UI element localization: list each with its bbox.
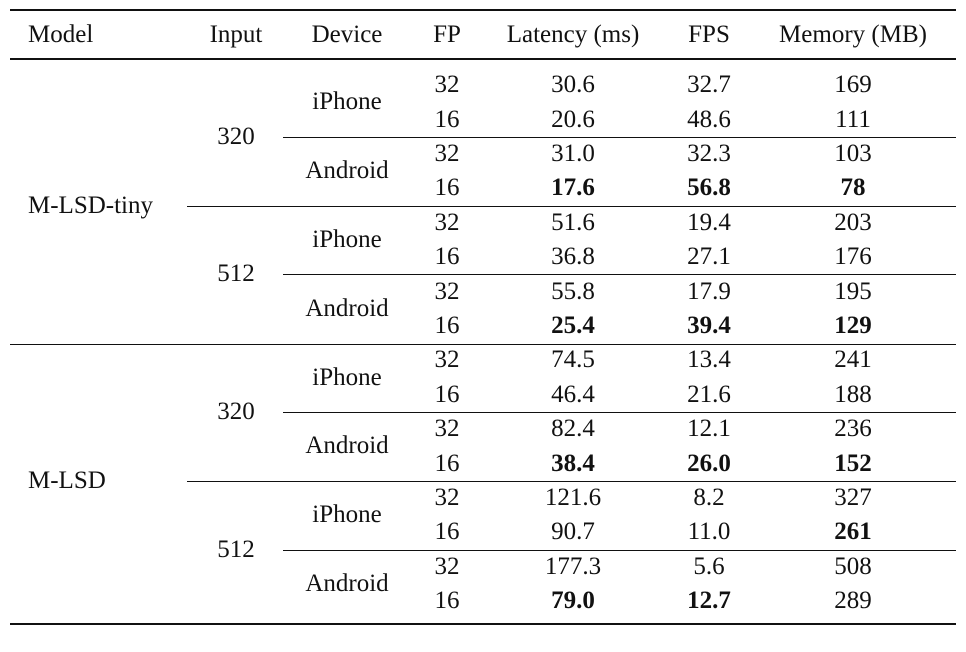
input-cell: 512 [217,535,255,563]
memory-cell: 188 [834,380,872,408]
memory-cell: 241 [834,346,872,374]
column-header-fp: FP [433,21,461,48]
table-top-rule [10,9,956,11]
fps-cell: 5.6 [693,552,725,580]
column-header-fps: FPS [688,21,730,48]
fp-cell: 32 [434,208,460,236]
fps-cell: 32.3 [687,140,731,167]
header-rule [10,58,956,60]
fp-cell: 16 [434,312,460,339]
fps-cell: 21.6 [687,380,731,408]
memory-cell: 152 [834,449,872,477]
input-cell: 512 [217,260,255,288]
memory-cell: 261 [834,518,872,546]
input-separator-rule [187,205,956,207]
device-cell: Android [305,157,389,185]
device-cell: Android [305,432,389,460]
fps-cell: 26.0 [687,449,731,477]
fps-cell: 56.8 [687,174,731,202]
latency-cell: 31.0 [551,140,595,167]
fps-cell: 19.4 [687,208,731,236]
latency-cell: 20.6 [551,105,595,133]
device-cell: Android [305,294,389,322]
latency-cell: 51.6 [551,208,595,236]
column-header-model: Model [28,21,94,48]
memory-cell: 236 [834,415,872,443]
model-cell: M-LSD-tiny [28,191,153,219]
device-separator-rule [283,412,956,413]
device-cell: Android [305,570,389,597]
fp-cell: 16 [434,243,460,271]
latency-cell: 46.4 [551,380,595,408]
latency-cell: 90.7 [551,518,595,546]
column-header-device: Device [311,21,383,48]
fps-cell: 27.1 [687,243,731,271]
input-cell: 320 [217,398,255,425]
memory-cell: 169 [834,71,872,99]
fp-cell: 16 [434,518,460,546]
latency-cell: 17.6 [551,174,595,202]
latency-cell: 74.5 [551,346,595,374]
fp-cell: 32 [434,484,460,511]
fp-cell: 16 [434,174,460,202]
fps-cell: 11.0 [687,518,731,546]
device-cell: iPhone [312,88,382,116]
fps-cell: 13.4 [687,346,731,374]
memory-cell: 111 [835,105,871,133]
memory-cell: 129 [834,312,872,339]
device-separator-rule [283,274,956,276]
fp-cell: 32 [434,71,460,99]
device-cell: iPhone [312,363,382,391]
fp-cell: 16 [434,380,460,408]
fp-cell: 16 [434,105,460,133]
memory-cell: 289 [834,587,872,615]
memory-cell: 508 [834,552,872,580]
fp-cell: 32 [434,552,460,580]
fp-cell: 32 [434,415,460,443]
table-bottom-rule [10,623,956,626]
latency-cell: 121.6 [544,484,602,511]
fp-cell: 16 [434,587,460,615]
memory-cell: 195 [834,277,872,305]
memory-cell: 203 [834,208,872,236]
fps-cell: 8.2 [693,484,725,511]
fps-cell: 12.7 [687,587,731,615]
model-separator-rule [10,343,956,346]
latency-cell: 36.8 [551,243,595,271]
input-cell: 320 [217,122,255,150]
fps-cell: 17.9 [687,277,731,305]
input-separator-rule [187,480,956,482]
latency-cell: 25.4 [551,312,595,339]
device-separator-rule [283,136,956,138]
fps-cell: 32.7 [687,71,731,99]
fps-cell: 12.1 [687,415,731,443]
memory-cell: 78 [840,174,866,202]
fp-cell: 32 [434,140,460,167]
fp-cell: 32 [434,346,460,374]
fps-cell: 48.6 [687,105,731,133]
fps-cell: 39.4 [687,312,731,339]
latency-cell: 30.6 [551,71,595,99]
device-cell: iPhone [312,501,382,529]
latency-cell: 82.4 [551,415,595,443]
latency-cell: 79.0 [551,587,595,615]
latency-cell: 177.3 [544,552,602,580]
device-cell: iPhone [312,226,382,253]
latency-cell: 55.8 [551,277,595,305]
latency-cell: 38.4 [551,449,595,477]
column-header-input: Input [209,21,263,48]
device-separator-rule [283,549,956,551]
memory-cell: 327 [834,484,872,511]
column-header-latency: Latency (ms) [506,21,640,48]
fp-cell: 32 [434,277,460,305]
memory-cell: 176 [834,243,872,271]
fp-cell: 16 [434,449,460,477]
column-header-memory: Memory (MB) [779,21,927,48]
memory-cell: 103 [834,140,872,167]
model-cell: M-LSD [28,466,106,494]
